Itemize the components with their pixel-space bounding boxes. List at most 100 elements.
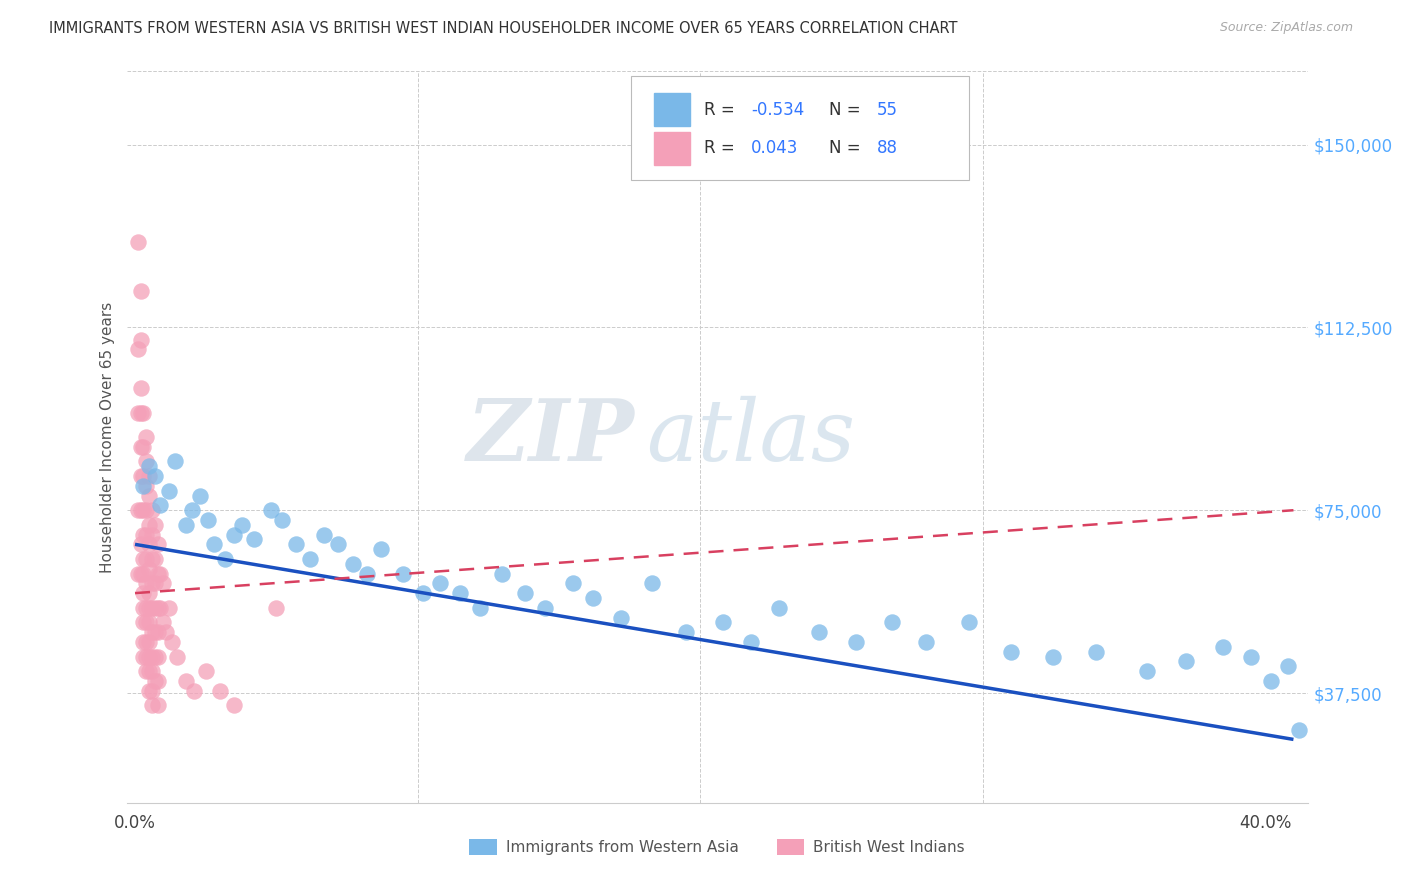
Point (166, 649, 188, 664)
Point (146, 625, 169, 640)
Point (141, 698, 163, 713)
Point (141, 664, 163, 678)
Point (132, 586, 155, 600)
Point (132, 527, 155, 541)
Point (146, 600, 169, 615)
Point (135, 600, 157, 615)
Point (562, 576, 585, 591)
Point (135, 576, 157, 591)
Point (138, 683, 160, 698)
Point (129, 503, 152, 517)
Point (127, 566, 149, 581)
Point (127, 406, 149, 420)
Point (146, 537, 169, 551)
Point (135, 552, 157, 566)
Point (1042, 649, 1064, 664)
Point (491, 566, 513, 581)
Point (314, 527, 336, 541)
Point (202, 537, 225, 551)
Point (135, 615, 157, 630)
Point (449, 586, 471, 600)
Point (1135, 664, 1157, 678)
Text: N =: N = (830, 101, 866, 119)
Point (129, 333, 152, 347)
Point (711, 615, 734, 630)
Point (141, 625, 163, 640)
Text: R =: R = (704, 101, 740, 119)
Point (328, 537, 350, 551)
Text: Source: ZipAtlas.com: Source: ZipAtlas.com (1219, 21, 1353, 35)
Point (143, 673, 166, 688)
Point (129, 440, 152, 454)
Point (844, 635, 866, 649)
Point (163, 454, 186, 468)
Point (138, 635, 160, 649)
Point (132, 600, 155, 615)
Point (342, 557, 364, 571)
Point (641, 576, 664, 591)
Point (214, 552, 236, 566)
Point (141, 683, 163, 698)
Text: R =: R = (704, 139, 740, 157)
Point (429, 576, 451, 591)
Point (412, 586, 434, 600)
Point (146, 673, 169, 688)
Point (127, 343, 149, 357)
Point (143, 625, 166, 640)
Point (1212, 640, 1234, 654)
Point (143, 576, 166, 591)
Point (138, 459, 160, 474)
Point (129, 566, 152, 581)
Y-axis label: Householder Income Over 65 years: Householder Income Over 65 years (100, 301, 115, 573)
Text: 55: 55 (876, 101, 897, 119)
Point (146, 649, 169, 664)
Point (807, 625, 830, 640)
Point (1288, 723, 1310, 737)
Point (132, 615, 155, 630)
Point (222, 527, 245, 541)
Point (135, 527, 157, 541)
Point (533, 600, 555, 615)
Point (127, 503, 149, 517)
Point (141, 576, 163, 591)
Point (231, 517, 253, 532)
Point (135, 454, 157, 468)
Point (259, 503, 281, 517)
FancyBboxPatch shape (631, 77, 969, 179)
Point (143, 649, 166, 664)
Legend: Immigrants from Western Asia, British West Indians: Immigrants from Western Asia, British We… (463, 833, 972, 861)
Point (1240, 649, 1263, 664)
Point (132, 469, 155, 483)
Point (138, 586, 160, 600)
Point (132, 503, 155, 517)
Point (138, 649, 160, 664)
Point (149, 600, 172, 615)
Point (740, 635, 762, 649)
Point (138, 615, 160, 630)
Point (194, 664, 217, 678)
Point (271, 513, 294, 527)
Point (299, 552, 322, 566)
Point (141, 503, 163, 517)
Text: -0.534: -0.534 (751, 101, 804, 119)
Point (129, 406, 152, 420)
Point (138, 489, 160, 503)
Point (957, 615, 980, 630)
Point (129, 469, 152, 483)
Point (149, 566, 172, 581)
Point (152, 576, 174, 591)
Bar (654, 94, 690, 126)
Point (132, 479, 155, 493)
Point (143, 552, 166, 566)
Point (180, 503, 202, 517)
Point (127, 235, 149, 249)
Point (157, 600, 180, 615)
Point (768, 600, 790, 615)
Point (610, 610, 633, 624)
Point (129, 284, 152, 298)
Point (132, 406, 155, 420)
Point (174, 673, 197, 688)
Point (152, 615, 174, 630)
Point (135, 503, 157, 517)
Point (135, 635, 157, 649)
